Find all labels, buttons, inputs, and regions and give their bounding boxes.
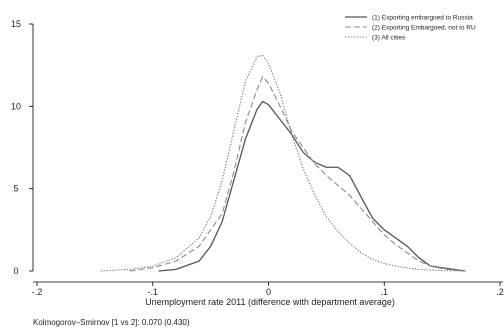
series-line-1: [158, 100, 466, 272]
x-axis-title: Unemployment rate 2011 (difference with …: [145, 297, 395, 307]
x-tick-label: .2: [496, 287, 504, 297]
series-line-3: [100, 54, 466, 272]
legend-label-2: (2) Exporting Embargoed, not to RU: [372, 24, 476, 31]
legend: (1) Exporting embargoed to Russia (2) Exp…: [345, 14, 476, 41]
series-layer: [100, 54, 466, 272]
x-tick-label: .1: [380, 287, 388, 297]
x-tick-label: -.1: [147, 287, 158, 297]
legend-label-1: (1) Exporting embargoed to Russia: [372, 14, 473, 21]
x-tick-label: -.2: [32, 287, 43, 297]
y-tick-label: 0: [13, 266, 18, 276]
y-axis-ticks: 0 5 10 15: [11, 19, 33, 276]
legend-label-3: (3) All cities: [372, 34, 406, 41]
y-tick-label: 10: [11, 101, 21, 111]
y-tick-label: 15: [11, 19, 21, 29]
ks-test-annotation: Kolmogorov–Smirnov [1 vs 2]: 0.070 (0.43…: [33, 318, 190, 327]
x-axis-ticks: -.2 -.1 0 .1 .2: [32, 282, 504, 297]
series-line-2: [129, 76, 466, 272]
plot-frame: [32, 24, 503, 283]
y-tick-label: 5: [13, 184, 18, 194]
x-tick-label: 0: [266, 287, 271, 297]
